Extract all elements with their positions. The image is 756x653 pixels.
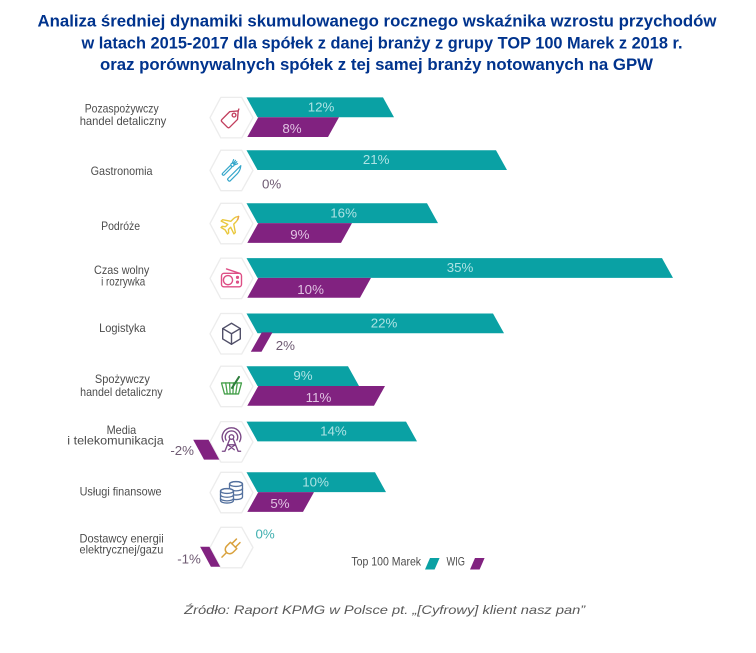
svg-text:i telekomunikacja: i telekomunikacja — [67, 435, 164, 448]
svg-text:10%: 10% — [297, 282, 324, 297]
svg-text:5%: 5% — [270, 496, 289, 511]
svg-text:w latach 2015-2017 dla spółek: w latach 2015-2017 dla spółek z danej br… — [81, 33, 683, 52]
svg-text:14%: 14% — [320, 424, 347, 439]
svg-text:Top 100 Marek: Top 100 Marek — [351, 556, 421, 569]
svg-text:Spożywczy: Spożywczy — [95, 373, 150, 386]
svg-text:35%: 35% — [447, 260, 474, 275]
svg-text:WIG: WIG — [447, 556, 466, 569]
svg-text:16%: 16% — [330, 205, 357, 220]
svg-text:Gastronomia: Gastronomia — [91, 165, 153, 178]
svg-text:-2%: -2% — [170, 443, 194, 458]
svg-text:8%: 8% — [282, 121, 301, 136]
svg-text:9%: 9% — [290, 227, 309, 242]
svg-text:Analiza średniej dynamiki skum: Analiza średniej dynamiki skumulowanego … — [38, 12, 718, 31]
svg-text:Dostawcy energii: Dostawcy energii — [80, 532, 164, 545]
svg-text:Logistyka: Logistyka — [99, 322, 146, 335]
svg-text:Czas wolny: Czas wolny — [94, 264, 149, 277]
svg-text:Źródło: Raport KPMG w Polsce p: Źródło: Raport KPMG w Polsce pt. „[Cyfro… — [183, 602, 586, 617]
svg-text:0%: 0% — [262, 176, 281, 191]
svg-text:oraz porównywalnych spółek z t: oraz porównywalnych spółek z tej samej b… — [100, 55, 653, 74]
svg-text:-1%: -1% — [177, 551, 201, 566]
svg-text:2%: 2% — [276, 338, 295, 353]
svg-text:12%: 12% — [308, 99, 335, 114]
svg-text:Media: Media — [107, 424, 137, 437]
svg-text:Usługi finansowe: Usługi finansowe — [80, 486, 162, 499]
svg-text:22%: 22% — [371, 316, 398, 331]
svg-text:handel detaliczny: handel detaliczny — [80, 386, 163, 399]
svg-text:21%: 21% — [363, 152, 390, 167]
svg-text:Podróże: Podróże — [101, 220, 140, 233]
svg-text:i rozrywka: i rozrywka — [101, 276, 146, 289]
svg-text:0%: 0% — [256, 527, 275, 542]
svg-text:elektrycznej/gazu: elektrycznej/gazu — [80, 544, 164, 557]
svg-text:handel detaliczny: handel detaliczny — [80, 115, 167, 128]
svg-text:9%: 9% — [293, 368, 312, 383]
svg-text:Pozaspożywczy: Pozaspożywczy — [85, 102, 159, 115]
svg-text:10%: 10% — [302, 474, 329, 489]
svg-text:11%: 11% — [306, 390, 332, 405]
